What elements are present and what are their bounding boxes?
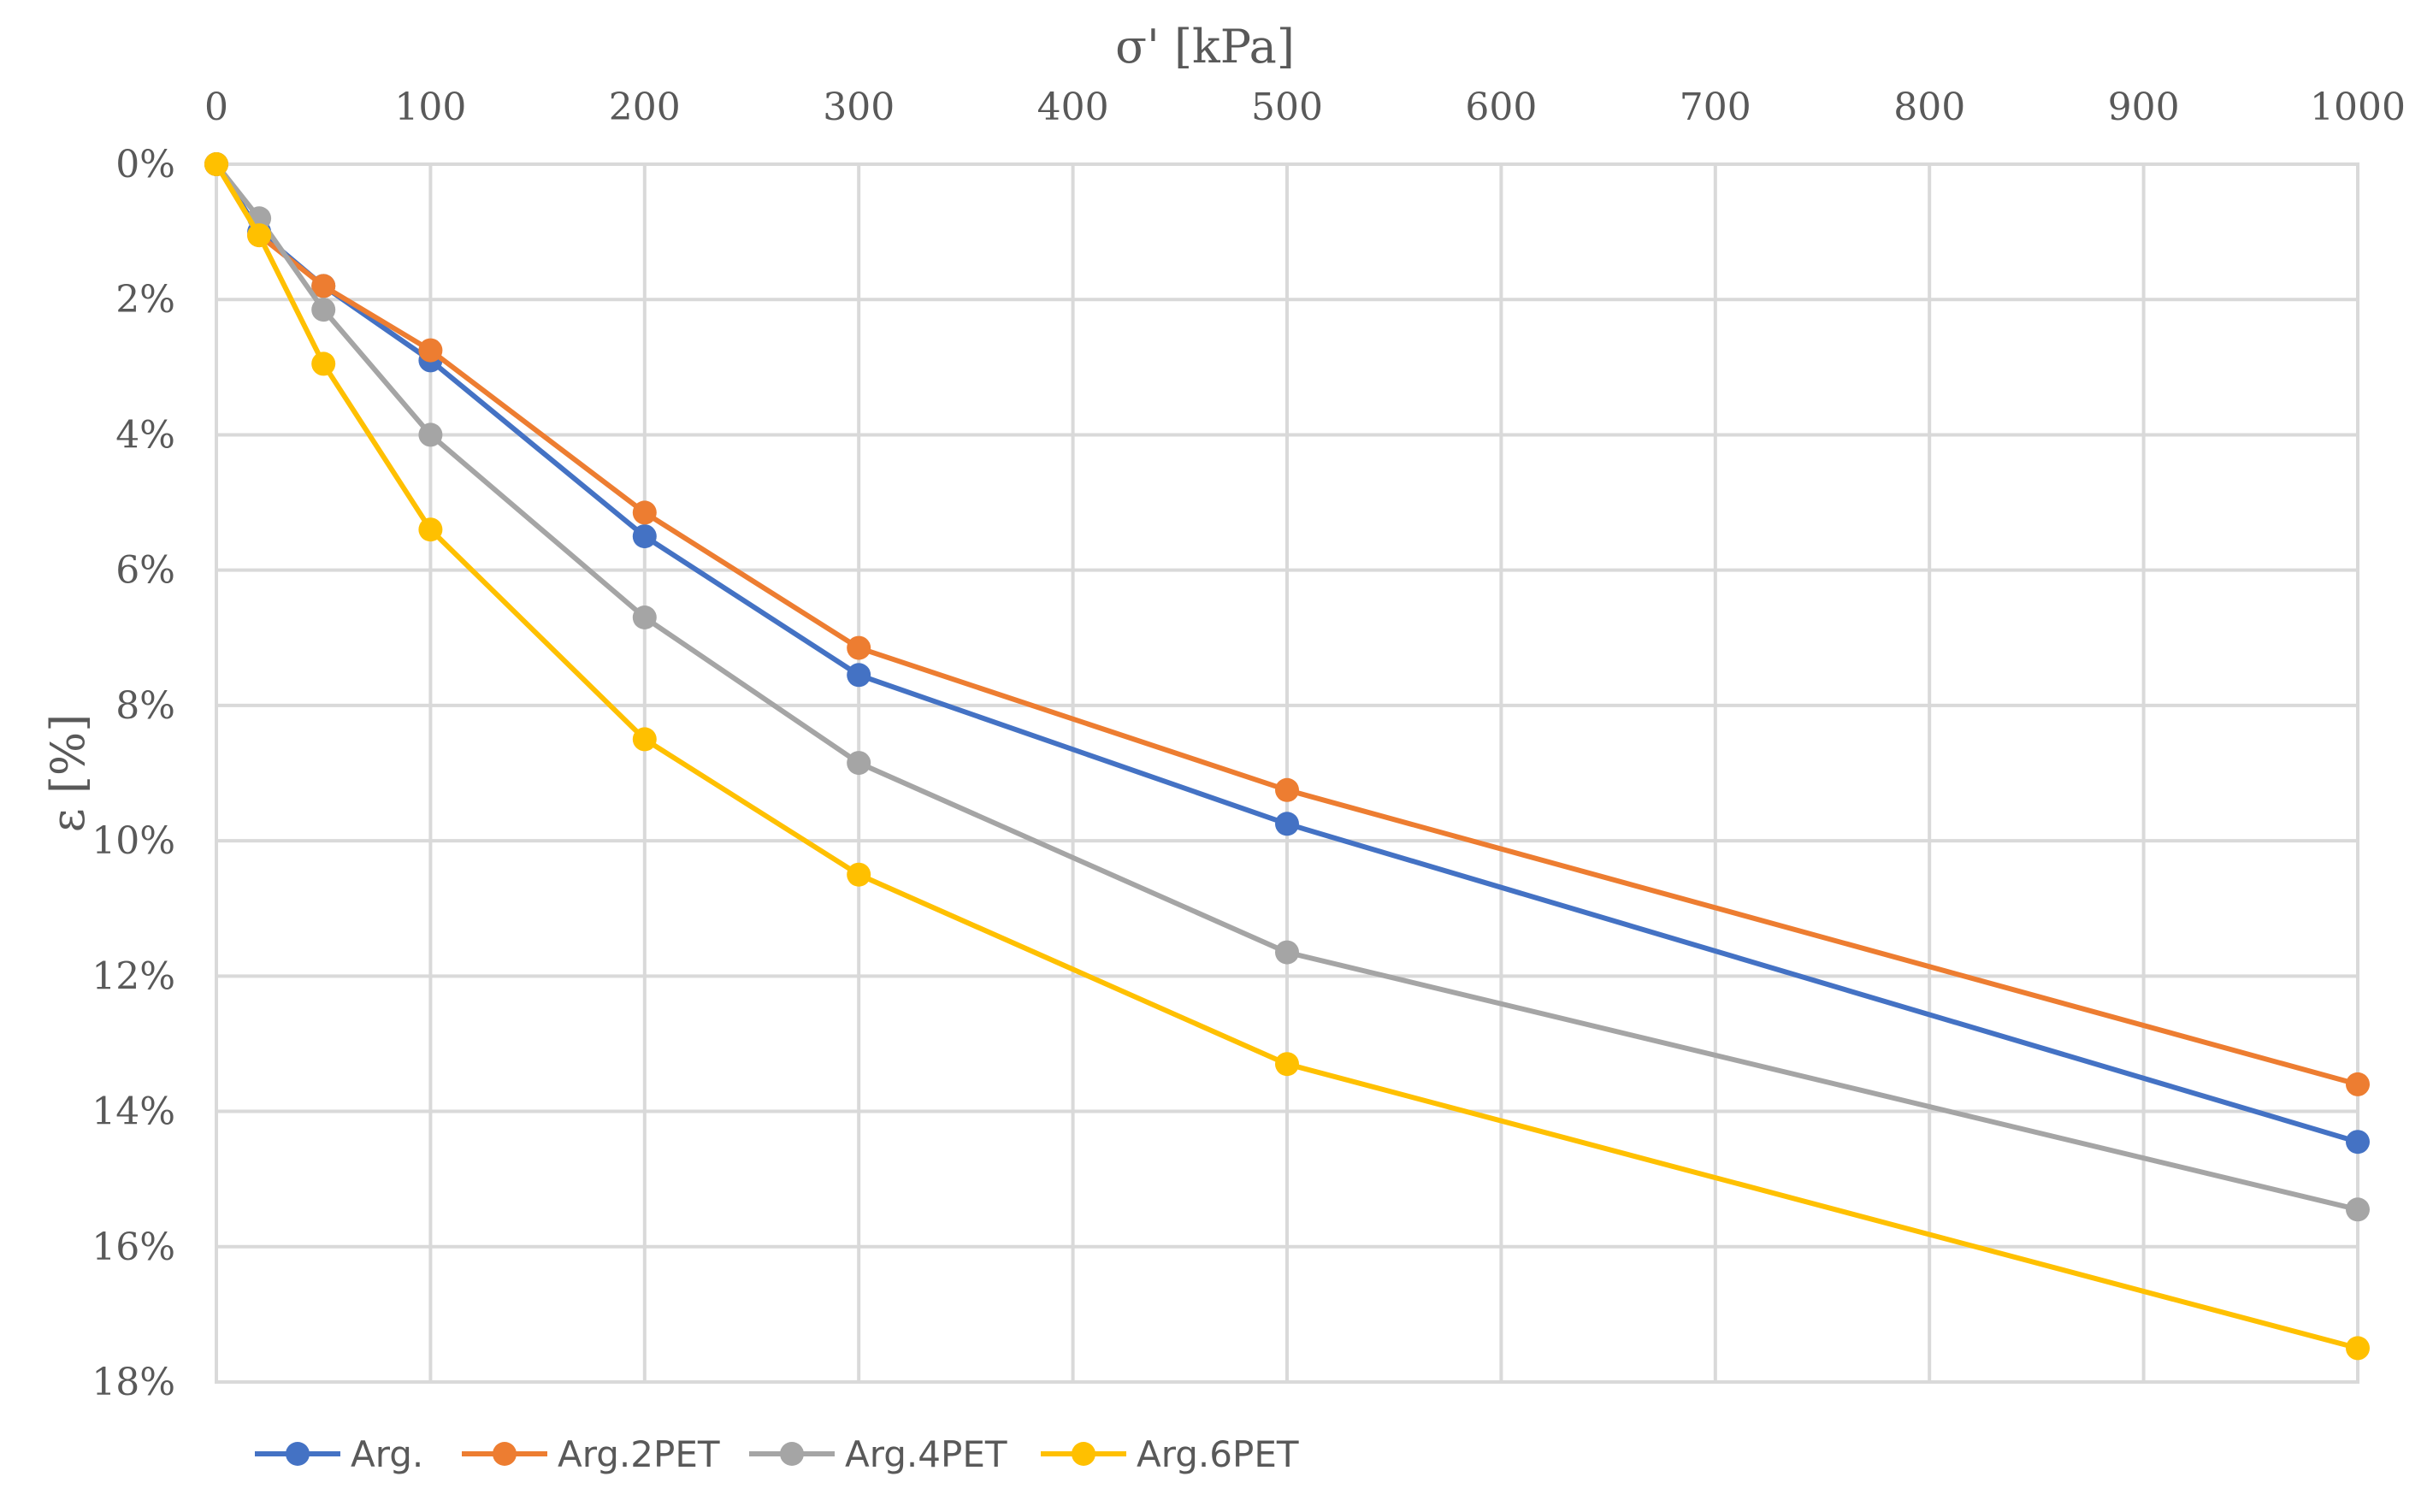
y-axis: 0% 2% 4% 6% 8% 10% 12% 14% 16% 18% xyxy=(92,143,175,1404)
y-tick-label: 8% xyxy=(115,684,175,728)
y-tick-label: 10% xyxy=(92,819,175,863)
legend-marker xyxy=(1072,1442,1095,1466)
y-tick-label: 0% xyxy=(115,143,175,186)
legend-item: Arg.6PET xyxy=(1041,1433,1299,1475)
legend-label: Arg.2PET xyxy=(558,1433,720,1475)
data-point xyxy=(632,605,657,629)
data-point xyxy=(311,351,336,376)
plot-area xyxy=(215,162,2359,1384)
y-tick-label: 18% xyxy=(92,1361,175,1404)
data-point xyxy=(418,338,443,363)
y-axis-title: ε [%] xyxy=(41,714,95,833)
y-tick-label: 12% xyxy=(92,954,175,998)
series-group xyxy=(204,152,2370,1361)
data-point xyxy=(847,663,871,688)
data-point xyxy=(1275,1052,1299,1077)
legend-label: Arg. xyxy=(351,1433,423,1475)
y-tick-label: 2% xyxy=(115,278,175,322)
x-tick-label: 800 xyxy=(1893,86,1965,129)
x-axis: 0 100 200 300 400 500 600 700 800 900 1000 xyxy=(204,86,2406,129)
x-tick-label: 200 xyxy=(609,86,681,129)
legend-label: Arg.4PET xyxy=(845,1433,1007,1475)
x-tick-label: 1000 xyxy=(2310,86,2406,129)
legend-item: Arg.4PET xyxy=(749,1433,1007,1475)
legend-item: Arg. xyxy=(255,1433,423,1475)
data-point xyxy=(2346,1072,2370,1096)
data-point xyxy=(1275,812,1299,836)
data-point xyxy=(632,524,657,549)
data-point xyxy=(204,152,228,176)
x-tick-label: 900 xyxy=(2108,86,2180,129)
data-point xyxy=(632,500,657,525)
series-Arg.6PET xyxy=(204,152,2370,1361)
y-tick-label: 16% xyxy=(92,1226,175,1269)
data-point xyxy=(2346,1197,2370,1222)
y-tick-label: 4% xyxy=(115,413,175,457)
legend-label: Arg.6PET xyxy=(1137,1433,1299,1475)
y-tick-label: 14% xyxy=(92,1090,175,1134)
x-tick-label: 100 xyxy=(394,86,466,129)
data-point xyxy=(1275,940,1299,965)
data-point xyxy=(311,298,336,322)
data-point xyxy=(847,862,871,887)
data-point xyxy=(418,517,443,542)
x-tick-label: 400 xyxy=(1037,86,1109,129)
series-line xyxy=(214,162,2359,1351)
data-point xyxy=(247,223,272,248)
series-line xyxy=(214,162,2359,1087)
legend-item: Arg.2PET xyxy=(462,1433,720,1475)
grid xyxy=(215,162,2359,1384)
x-tick-label: 500 xyxy=(1251,86,1323,129)
legend-marker xyxy=(286,1442,310,1466)
data-point xyxy=(2346,1336,2370,1361)
data-point xyxy=(847,635,871,660)
x-tick-label: 700 xyxy=(1680,86,1751,129)
data-point xyxy=(311,274,336,298)
x-tick-label: 300 xyxy=(823,86,895,129)
legend: Arg. Arg.2PET Arg.4PET Arg.6PET xyxy=(255,1433,1299,1475)
x-axis-title: σ' [kPa] xyxy=(1115,20,1295,74)
y-tick-label: 6% xyxy=(115,549,175,593)
data-point xyxy=(2346,1130,2370,1155)
legend-marker xyxy=(780,1442,804,1466)
data-point xyxy=(418,422,443,447)
data-point xyxy=(632,727,657,752)
x-tick-label: 600 xyxy=(1465,86,1537,129)
data-point xyxy=(847,751,871,776)
x-tick-label: 0 xyxy=(204,86,228,129)
legend-marker xyxy=(493,1442,517,1466)
data-point xyxy=(1275,777,1299,802)
